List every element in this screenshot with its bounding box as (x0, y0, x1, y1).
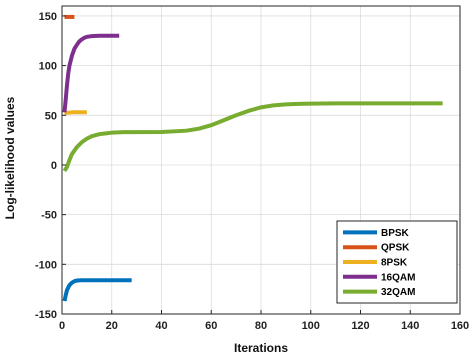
grid-lines (62, 6, 460, 314)
x-tick-label: 100 (302, 320, 320, 332)
legend-label-qpsk: QPSK (381, 243, 410, 254)
series-line-32qam (62, 101, 443, 172)
x-tick-label: 60 (205, 320, 217, 332)
legend-label-32qam: 32QAM (381, 287, 415, 298)
y-tick-label: 50 (45, 110, 57, 122)
series-line-8psk (64, 110, 87, 116)
x-tick-label: 40 (155, 320, 167, 332)
x-tick-label: 140 (401, 320, 419, 332)
legend-label-16qam: 16QAM (381, 272, 415, 283)
y-tick-label: 0 (51, 160, 57, 172)
y-tick-label: 100 (39, 61, 57, 73)
series-line-16qam (62, 33, 120, 113)
x-tick-label: 80 (255, 320, 267, 332)
x-tick-label: 0 (59, 320, 65, 332)
axis-ticks: 0 20 40 60 80 100 120 140 160 -150 -100 -50 0 50 100 15… (35, 11, 469, 332)
y-tick-label: -50 (41, 210, 57, 222)
x-tick-label: 20 (106, 320, 118, 332)
legend-label-bpsk: BPSK (381, 228, 410, 239)
y-tick-label: -150 (35, 309, 57, 321)
x-axis-label: Iterations (234, 341, 288, 355)
y-tick-label: 150 (39, 11, 57, 23)
series-group (62, 14, 443, 302)
legend: BPSK QPSK 8PSK 16QAM 32QAM (336, 220, 458, 304)
y-tick-label: -100 (35, 259, 57, 271)
x-tick-label: 160 (451, 320, 469, 332)
x-tick-label: 120 (351, 320, 369, 332)
legend-label-8psk: 8PSK (381, 258, 408, 269)
series-line-bpsk (62, 278, 132, 302)
y-axis-label: Log-likelihood values (3, 96, 17, 219)
